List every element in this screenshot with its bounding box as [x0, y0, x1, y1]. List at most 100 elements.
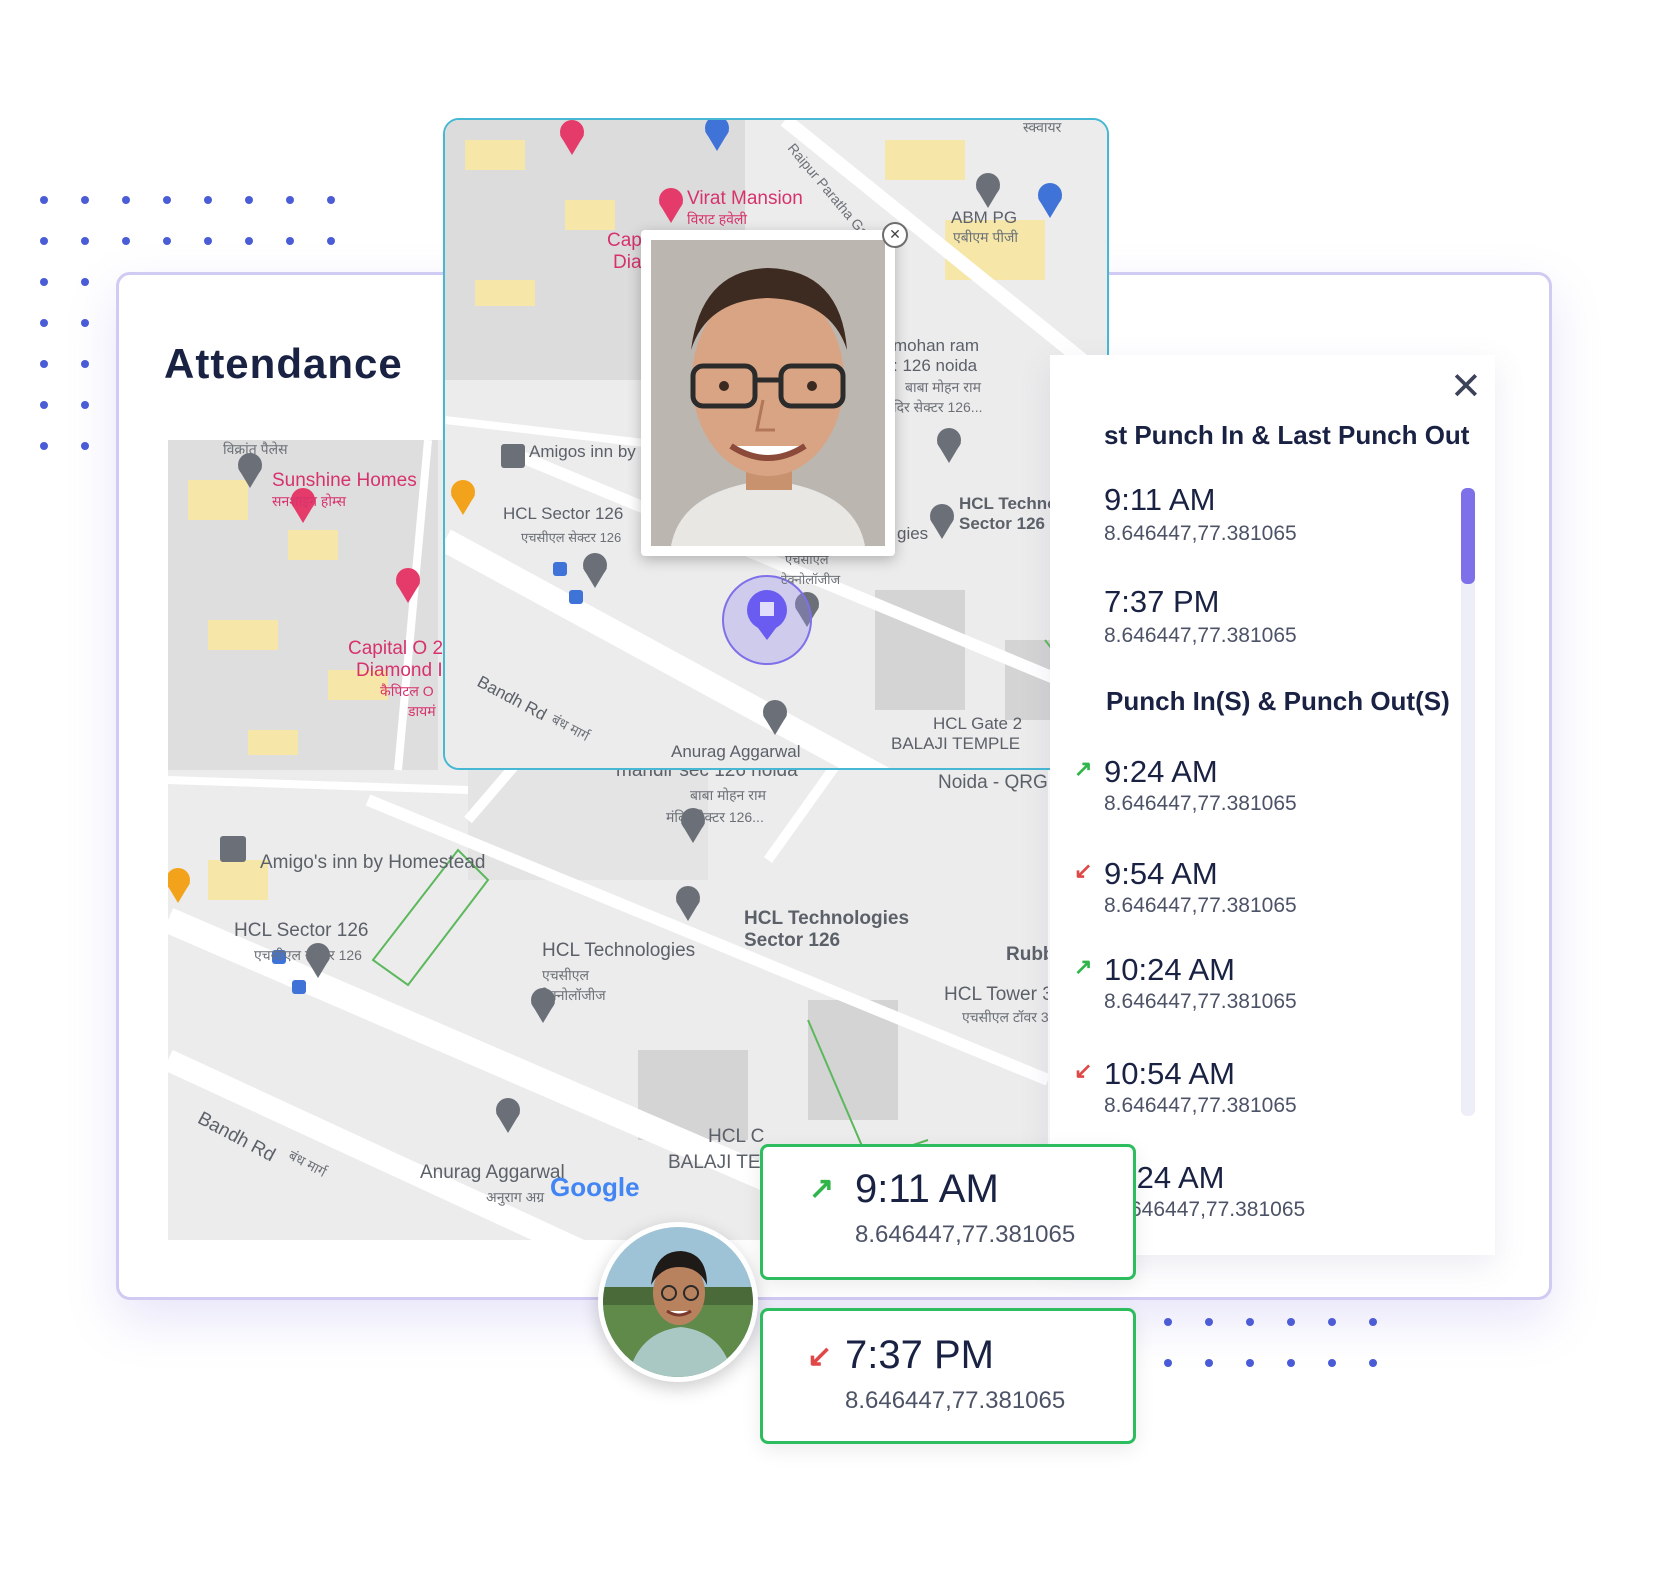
map-label: विक्रांत पैलेस	[223, 441, 288, 457]
all-punches-title: Punch In(S) & Punch Out(S)	[1106, 686, 1450, 716]
decor-dot	[1164, 1318, 1172, 1326]
decor-dot	[1164, 1359, 1172, 1367]
map-label: टेक्नोलॉजीज	[781, 572, 841, 587]
punch-entry-time: :24 AM	[1128, 1160, 1225, 1195]
decor-dot	[1246, 1318, 1254, 1326]
decor-dot	[81, 278, 89, 286]
punch-entry-time: 9:54 AM	[1104, 856, 1218, 891]
punch-in-arrow-icon: ↗	[809, 1172, 835, 1205]
map-label: एचसीएल सेक्टर 126	[254, 947, 362, 963]
close-icon: ✕	[889, 226, 901, 242]
close-popup-button[interactable]: ✕	[882, 222, 908, 248]
map-label: mohan ram	[893, 336, 979, 355]
decor-dot	[40, 360, 48, 368]
map-label: HCL Sector 126	[234, 920, 369, 941]
map-label: एबीएम पीजी	[953, 229, 1018, 245]
decor-dot	[40, 401, 48, 409]
map-label: Anurag Aggarwal	[420, 1162, 565, 1183]
punch-in-time: 9:11 AM	[855, 1167, 999, 1211]
decor-dot	[81, 237, 89, 245]
decor-dot	[81, 401, 89, 409]
google-logo: Google	[550, 1172, 640, 1202]
map-label: HCL Technologies	[744, 908, 910, 929]
punch-in-coord: 8.646447,77.381065	[855, 1221, 1076, 1248]
punch-entry-coord: 8.646447,77.381065	[1104, 894, 1297, 917]
decor-dot	[1369, 1359, 1377, 1367]
close-panel-button[interactable]: ✕	[1450, 368, 1482, 406]
map-label: Sunshine Homes	[272, 470, 417, 491]
punch-entry-coord: 646447,77.381065	[1130, 1198, 1306, 1221]
selfie-popup	[641, 230, 895, 556]
map-label: दिर सेक्टर 126...	[893, 399, 983, 415]
map-label: बाबा मोहन राम	[905, 379, 981, 395]
map-label: Rubb	[1006, 944, 1048, 965]
decor-dot	[40, 319, 48, 327]
last-punch-time: 7:37 PM	[1104, 584, 1220, 619]
decor-dot	[286, 237, 294, 245]
map-label: एचसीएल टॉवर 3	[962, 1009, 1048, 1025]
map-label: विराट हवेली	[687, 211, 748, 227]
punch-entry-time: 9:24 AM	[1104, 754, 1218, 789]
punch-out-arrow-icon: ↙	[807, 1340, 833, 1373]
punch-out-time: 7:37 PM	[845, 1333, 994, 1377]
punch-in-arrow-icon: ↗	[1074, 954, 1093, 979]
map-label: HCL Technologies	[542, 940, 696, 961]
decor-dot	[81, 196, 89, 204]
decor-dot	[40, 196, 48, 204]
decor-dot	[327, 237, 335, 245]
decor-dot	[122, 196, 130, 204]
decor-dot	[40, 278, 48, 286]
decor-dot	[1205, 1318, 1213, 1326]
decor-dot	[286, 196, 294, 204]
decor-dot	[163, 196, 171, 204]
punch-out-coord: 8.646447,77.381065	[845, 1387, 1066, 1414]
panel-scrollbar-thumb[interactable]	[1461, 488, 1475, 584]
map-label: टेक्नोलॉजीज	[542, 987, 606, 1003]
decor-dot	[1287, 1318, 1295, 1326]
decor-dot	[1246, 1359, 1254, 1367]
decor-dot	[245, 196, 253, 204]
map-label: Virat Mansion	[687, 188, 803, 209]
map-label: Amigos inn by	[529, 442, 636, 461]
punch-entry-coord: 8.646447,77.381065	[1104, 792, 1297, 815]
map-label: Capital O 2	[348, 638, 444, 659]
map-label: एचसीएल	[542, 967, 589, 983]
punch-out-arrow-icon: ↙	[1074, 1058, 1093, 1083]
decor-dot	[204, 196, 212, 204]
map-label: अनुराग अग्र	[486, 1189, 545, 1205]
decor-dot	[1328, 1318, 1336, 1326]
map-label: HCL Tower 3	[944, 984, 1048, 1005]
decor-dot	[163, 237, 171, 245]
punch-entry-time: 10:54 AM	[1104, 1056, 1235, 1091]
selfie-photo	[651, 240, 885, 546]
map-label: डायमं	[408, 703, 436, 719]
map-label: Capit	[607, 230, 652, 251]
decor-dot	[327, 196, 335, 204]
decor-dot	[40, 237, 48, 245]
punch-out-card[interactable]: ↙ 7:37 PM 8.646447,77.381065	[760, 1308, 1136, 1444]
map-label: Amigo's inn by Homestead	[260, 852, 486, 873]
decor-dot	[1369, 1318, 1377, 1326]
map-label: कैपिटल O	[380, 683, 434, 699]
decor-dot	[122, 237, 130, 245]
punch-in-card[interactable]: ↗ 9:11 AM 8.646447,77.381065	[760, 1144, 1136, 1280]
map-label: Noida - QRG	[938, 772, 1048, 793]
punch-out-arrow-icon: ↙	[1074, 858, 1093, 883]
panel-scrollbar-track[interactable]	[1461, 488, 1475, 1116]
punch-entry-time: 10:24 AM	[1104, 952, 1235, 987]
decor-dot	[81, 319, 89, 327]
punch-entry-coord: 8.646447,77.381065	[1104, 990, 1297, 1013]
first-last-punch-title: st Punch In & Last Punch Out	[1104, 420, 1470, 450]
decor-dot	[81, 360, 89, 368]
map-label: : 126 noida	[893, 356, 978, 375]
map-label: मंदिर सेक्टर 126...	[666, 809, 764, 825]
map-label: HCL Gate 2	[933, 714, 1023, 733]
map-label: Sector 126	[744, 930, 841, 951]
punch-in-arrow-icon: ↗	[1074, 756, 1093, 781]
decor-dot	[40, 442, 48, 450]
avatar	[598, 1222, 758, 1382]
map-label: स्क्वायर	[1023, 119, 1062, 135]
map-label: ABM PG	[951, 208, 1018, 227]
punch-details-panel	[1050, 355, 1495, 1255]
decor-dot	[204, 237, 212, 245]
